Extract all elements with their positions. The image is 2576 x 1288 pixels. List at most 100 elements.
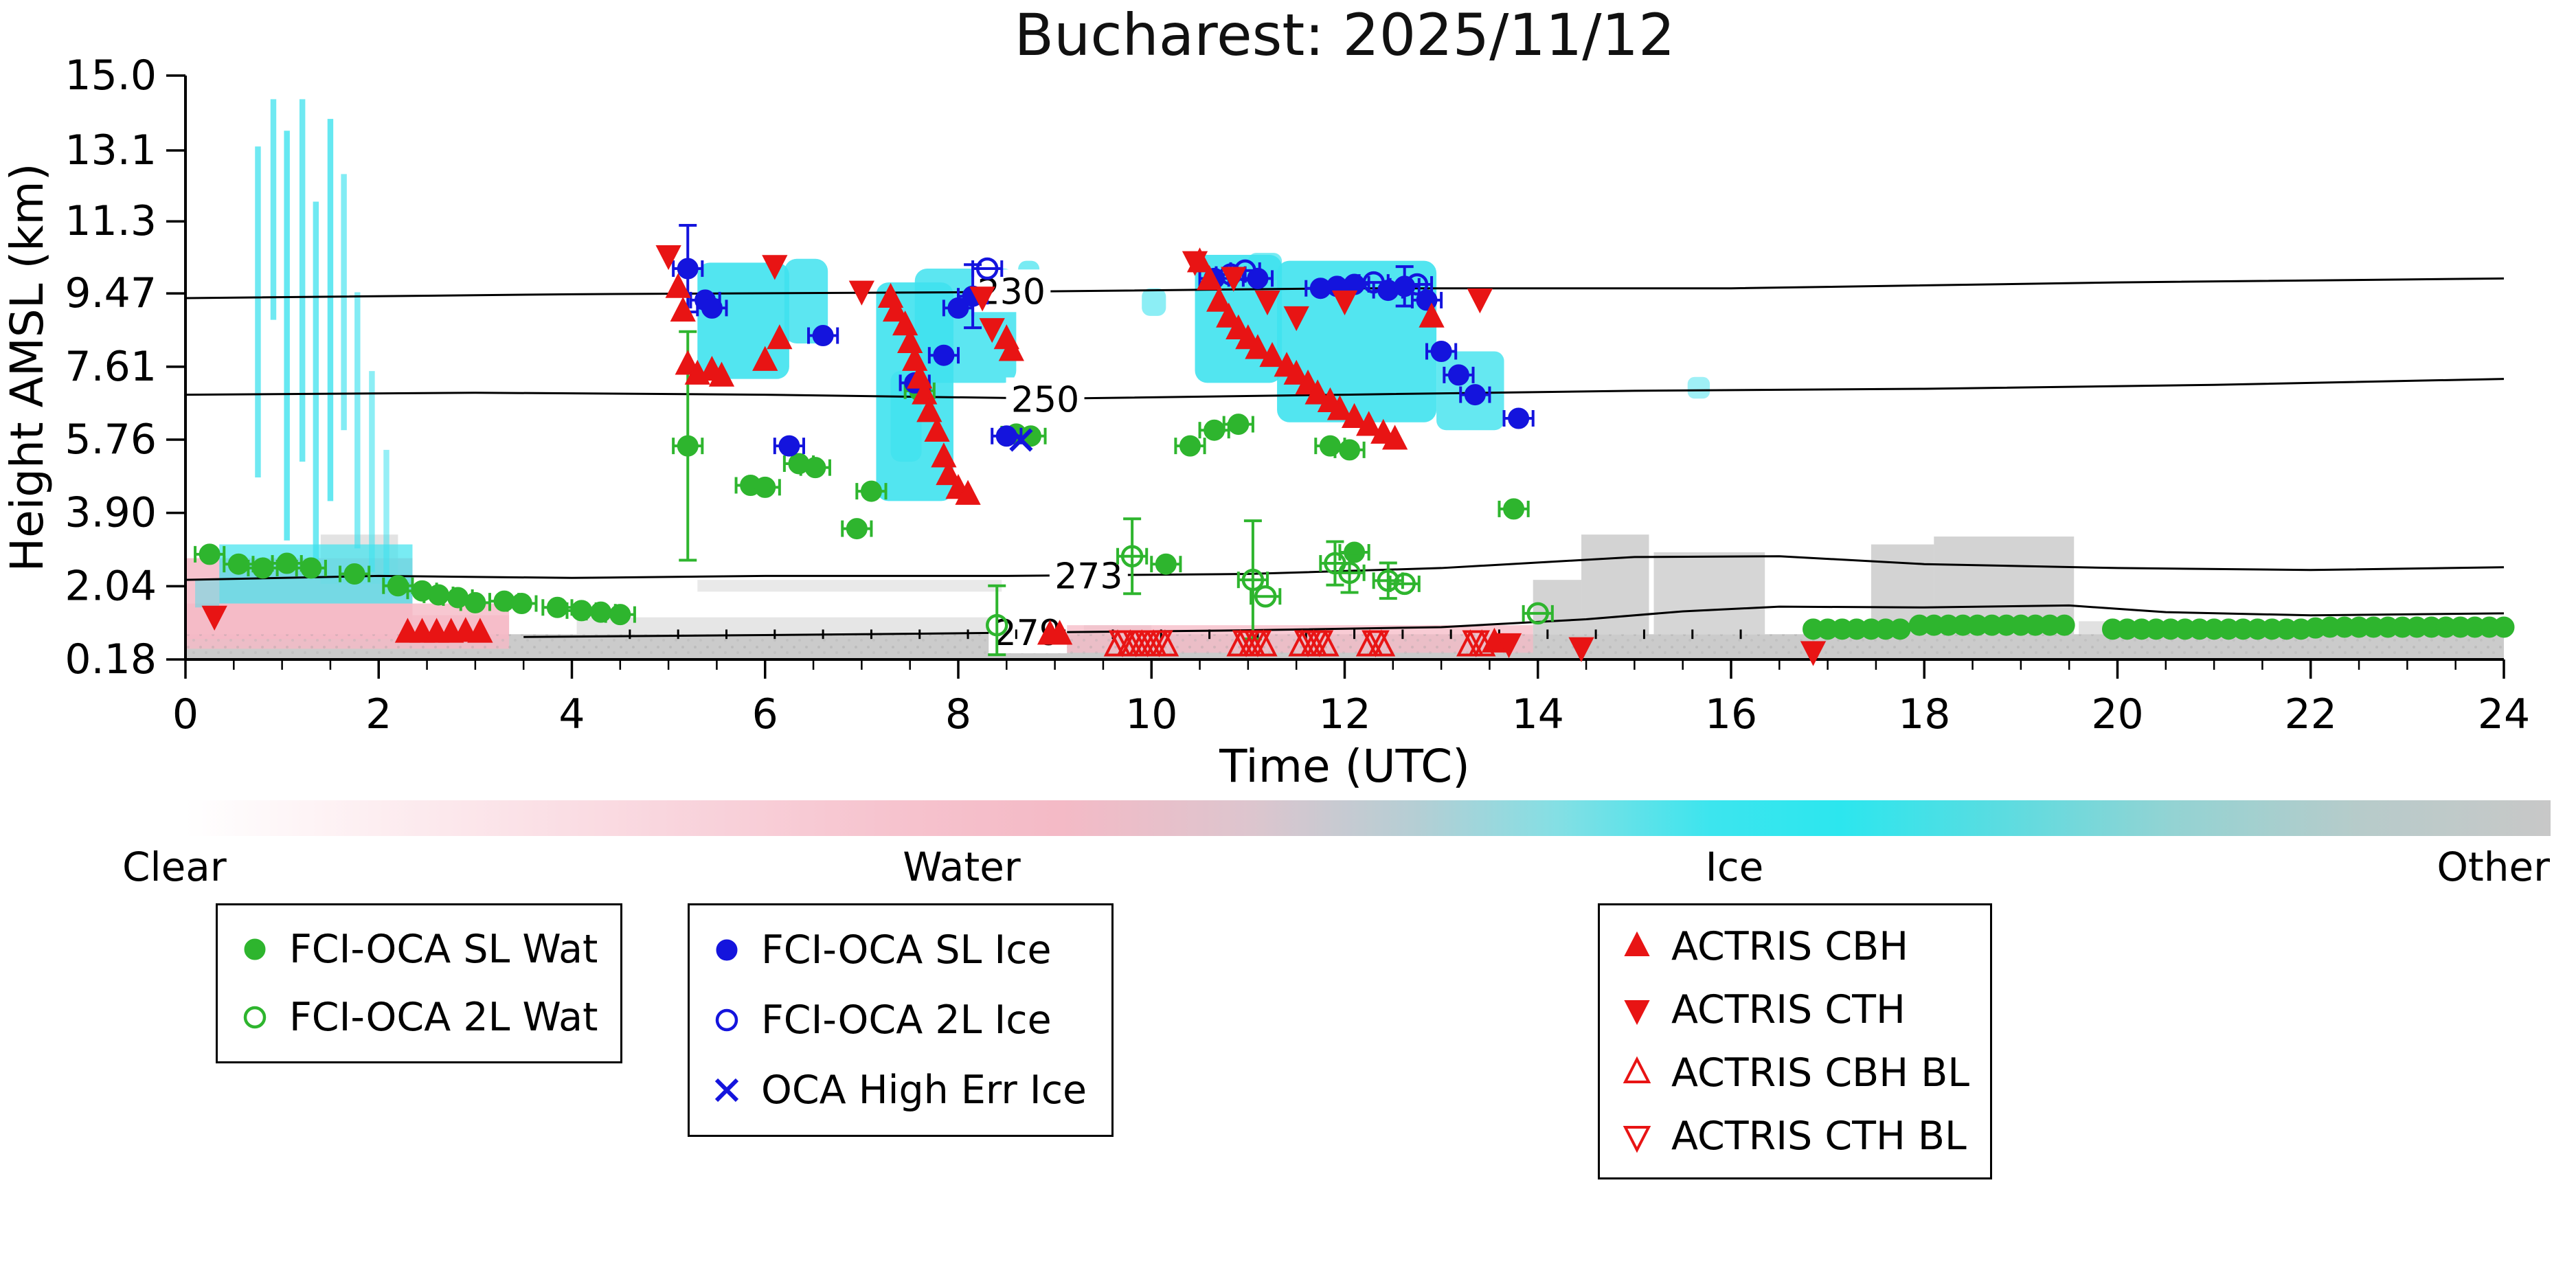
data-point: [2053, 614, 2075, 636]
x-tick-label: 6: [752, 690, 778, 738]
legend-item: FCI-OCA 2L Ice: [709, 997, 1092, 1043]
data-point: [1338, 561, 1361, 585]
data-point: [778, 435, 800, 457]
data-point: [467, 618, 493, 643]
colorbar-label-water: Water: [903, 844, 1021, 890]
x-tick-label: 12: [1318, 690, 1370, 738]
y-tick-label: 2.04: [65, 562, 157, 610]
data-point: [1464, 384, 1486, 406]
data-point: [252, 557, 273, 579]
data-point: [1356, 411, 1382, 436]
y-tick-label: 0.18: [65, 635, 157, 683]
legend-item: FCI-OCA SL Wat: [237, 927, 601, 972]
data-point: [510, 593, 532, 615]
data-point: [1341, 403, 1368, 428]
data-point: [1495, 633, 1522, 659]
ice-patch: [784, 258, 828, 344]
data-point: [752, 346, 778, 371]
legend-label: FCI-OCA 2L Ice: [761, 997, 1052, 1043]
data-point: [427, 584, 449, 606]
data-point: [1319, 435, 1341, 457]
data-point: [1254, 585, 1277, 608]
x-tick-label: 4: [558, 690, 585, 738]
data-point: [201, 605, 227, 631]
legend-water: FCI-OCA SL Wat FCI-OCA 2L Wat: [216, 903, 622, 1063]
data-point: [1254, 290, 1280, 316]
data-point: [1568, 637, 1594, 662]
isotherm-line: [185, 378, 2505, 400]
data-point: [243, 1006, 267, 1029]
data-point: [912, 379, 938, 405]
data-point: [1377, 569, 1400, 592]
data-point: [848, 280, 875, 306]
data-point: [1311, 629, 1340, 657]
legend-label: FCI-OCA SL Ice: [761, 927, 1052, 973]
red-open-triangle-down-icon: [1623, 1126, 1651, 1153]
data-point: [677, 435, 699, 457]
data-point: [1800, 641, 1827, 666]
data-point: [860, 480, 882, 502]
data-point: [1326, 395, 1353, 420]
data-point: [897, 328, 923, 354]
ice-patch: [1687, 376, 1710, 399]
blue-x-icon: [714, 1078, 739, 1103]
data-point: [1381, 425, 1408, 450]
legend-actris: ACTRIS CBH ACTRIS CTH ACTRIS CBH BL ACTR…: [1598, 903, 1992, 1179]
data-point: [1221, 267, 1247, 292]
data-point: [1623, 1126, 1651, 1153]
y-tick-label: 3.90: [65, 489, 157, 537]
chart-title: Bucharest: 2025/11/12: [1014, 1, 1675, 69]
isotherm-line: [523, 604, 2505, 638]
data-point: [1283, 359, 1309, 385]
y-tick-label: 11.3: [65, 197, 157, 245]
data-point: [1508, 407, 1530, 429]
data-point: [846, 518, 868, 540]
data-point: [1241, 568, 1265, 591]
data-point: [546, 596, 568, 618]
green-filled-circle-icon: [244, 938, 266, 960]
series: [394, 247, 1508, 653]
data-point: [665, 273, 691, 298]
data-point: [1467, 629, 1496, 657]
data-point: [955, 479, 981, 505]
data-point: [804, 457, 826, 479]
legend-item: ACTRIS CBH: [1619, 924, 1971, 969]
ice-patch: [313, 201, 319, 565]
data-point: [701, 297, 723, 319]
data-point: [1623, 1056, 1651, 1083]
other-patch: [697, 580, 1002, 592]
data-point: [902, 346, 928, 371]
data-point: [1245, 334, 1271, 359]
legend-ice: FCI-OCA SL Ice FCI-OCA 2L Ice OCA High E…: [688, 903, 1114, 1137]
isotherm-label-bg: [1049, 554, 1128, 597]
x-tick-label: 18: [1898, 690, 1950, 738]
data-point: [1393, 572, 1416, 596]
data-point: [882, 296, 909, 322]
colorbar-label-clear: Clear: [122, 844, 227, 890]
data-point: [1362, 630, 1390, 657]
data-point: [1182, 251, 1208, 276]
data-point: [716, 939, 738, 961]
ice-patch: [270, 99, 277, 320]
legend-item: ACTRIS CTH: [1619, 987, 1971, 1032]
data-point: [1467, 289, 1493, 314]
data-point: [1367, 629, 1396, 657]
data-point: [1405, 273, 1429, 296]
data-point: [1331, 290, 1358, 316]
series: [986, 545, 1549, 637]
ice-patch: [284, 131, 290, 541]
data-point: [936, 460, 962, 486]
data-point: [1196, 265, 1223, 291]
x-tick-label: 10: [1125, 690, 1177, 738]
x-tick-label: 22: [2285, 690, 2337, 738]
data-point: [1419, 302, 1445, 328]
data-point: [715, 1008, 738, 1032]
data-point: [1250, 629, 1278, 657]
data-point: [969, 286, 995, 312]
data-point: [1624, 931, 1650, 956]
colorbar-label-ice: Ice: [1705, 844, 1764, 890]
legend-label: FCI-OCA SL Wat: [289, 926, 598, 972]
ice-patch: [327, 119, 334, 501]
data-point: [947, 297, 969, 319]
